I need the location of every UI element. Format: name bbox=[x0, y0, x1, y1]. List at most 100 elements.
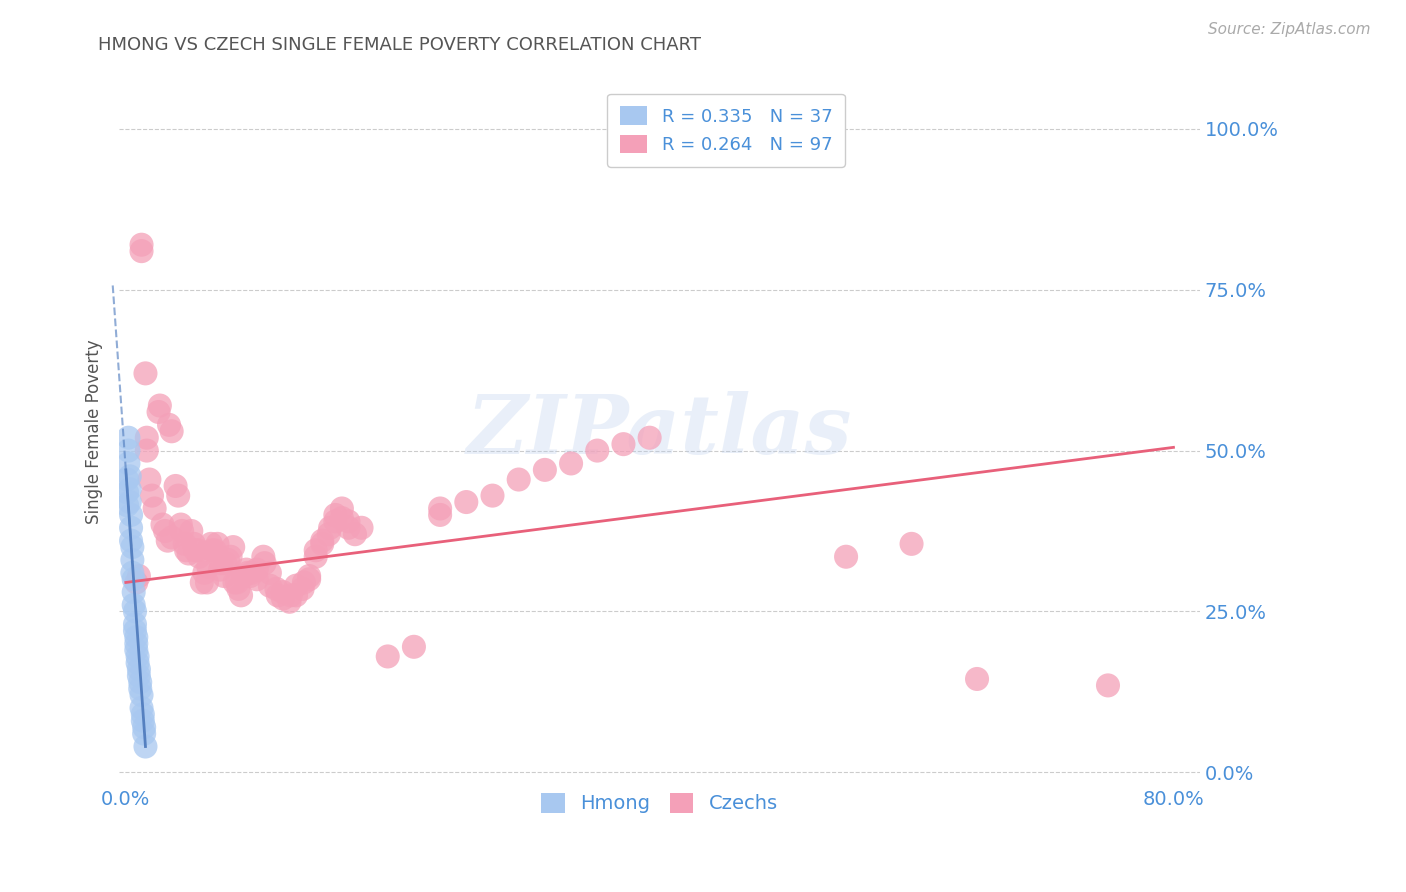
Point bbox=[305, 549, 328, 564]
Point bbox=[177, 547, 200, 561]
Text: Source: ZipAtlas.com: Source: ZipAtlas.com bbox=[1208, 22, 1371, 37]
Point bbox=[343, 527, 366, 541]
Point bbox=[229, 588, 252, 602]
Point bbox=[337, 514, 360, 528]
Point bbox=[207, 537, 229, 551]
Point bbox=[117, 443, 139, 458]
Point bbox=[120, 521, 142, 535]
Point bbox=[187, 543, 209, 558]
Point bbox=[560, 457, 582, 471]
Point bbox=[134, 720, 156, 734]
Point bbox=[122, 598, 145, 612]
Point bbox=[134, 367, 156, 381]
Point bbox=[429, 508, 451, 522]
Point bbox=[292, 575, 315, 590]
Point bbox=[129, 675, 152, 690]
Legend: Hmong, Czechs: Hmong, Czechs bbox=[530, 781, 789, 825]
Point bbox=[900, 537, 922, 551]
Point bbox=[350, 521, 373, 535]
Point bbox=[138, 473, 160, 487]
Point bbox=[152, 517, 174, 532]
Point bbox=[134, 726, 156, 740]
Point bbox=[325, 514, 347, 528]
Point bbox=[219, 549, 242, 564]
Point bbox=[252, 549, 274, 564]
Point bbox=[271, 585, 294, 599]
Point bbox=[170, 517, 193, 532]
Point bbox=[160, 424, 183, 438]
Point bbox=[173, 537, 195, 551]
Point bbox=[280, 588, 302, 602]
Point bbox=[143, 501, 166, 516]
Point bbox=[131, 701, 153, 715]
Point bbox=[266, 582, 288, 596]
Point bbox=[298, 569, 321, 583]
Point bbox=[226, 575, 249, 590]
Point bbox=[118, 469, 141, 483]
Point bbox=[124, 604, 146, 618]
Point bbox=[330, 501, 353, 516]
Point bbox=[165, 479, 187, 493]
Point bbox=[127, 656, 149, 670]
Point bbox=[456, 495, 478, 509]
Point bbox=[125, 575, 148, 590]
Point bbox=[153, 524, 176, 538]
Point bbox=[217, 553, 239, 567]
Point bbox=[127, 649, 149, 664]
Point bbox=[134, 739, 156, 754]
Point bbox=[122, 572, 145, 586]
Point bbox=[124, 617, 146, 632]
Point bbox=[212, 569, 235, 583]
Point bbox=[124, 624, 146, 638]
Point bbox=[172, 524, 194, 538]
Point bbox=[481, 489, 503, 503]
Point bbox=[402, 640, 425, 654]
Point bbox=[122, 585, 145, 599]
Point bbox=[214, 556, 236, 570]
Point bbox=[291, 582, 314, 596]
Point bbox=[121, 566, 143, 580]
Point bbox=[156, 533, 179, 548]
Text: HMONG VS CZECH SINGLE FEMALE POVERTY CORRELATION CHART: HMONG VS CZECH SINGLE FEMALE POVERTY COR… bbox=[98, 36, 702, 54]
Point bbox=[318, 527, 340, 541]
Point bbox=[228, 582, 250, 596]
Point bbox=[278, 595, 301, 609]
Point bbox=[193, 566, 215, 580]
Point bbox=[115, 498, 138, 512]
Point bbox=[966, 672, 988, 686]
Point bbox=[204, 543, 226, 558]
Point bbox=[259, 579, 281, 593]
Point bbox=[508, 473, 530, 487]
Point bbox=[149, 399, 172, 413]
Point bbox=[121, 540, 143, 554]
Point bbox=[285, 588, 308, 602]
Point bbox=[429, 501, 451, 516]
Point bbox=[586, 443, 609, 458]
Text: ZIPatlas: ZIPatlas bbox=[467, 392, 852, 471]
Point bbox=[311, 533, 333, 548]
Point bbox=[311, 537, 333, 551]
Point bbox=[141, 489, 163, 503]
Point bbox=[117, 457, 139, 471]
Point bbox=[239, 569, 262, 583]
Point bbox=[330, 511, 353, 525]
Point bbox=[285, 579, 308, 593]
Point bbox=[120, 508, 142, 522]
Point bbox=[253, 556, 276, 570]
Point bbox=[128, 569, 150, 583]
Point bbox=[174, 543, 197, 558]
Point bbox=[319, 521, 342, 535]
Point bbox=[195, 575, 218, 590]
Point bbox=[167, 489, 190, 503]
Point bbox=[201, 543, 224, 558]
Point bbox=[128, 669, 150, 683]
Point bbox=[209, 563, 232, 577]
Point bbox=[835, 549, 858, 564]
Point bbox=[246, 572, 269, 586]
Point bbox=[197, 559, 219, 574]
Point bbox=[157, 417, 180, 432]
Point bbox=[128, 662, 150, 676]
Point bbox=[135, 443, 157, 458]
Point bbox=[377, 649, 399, 664]
Point bbox=[246, 563, 269, 577]
